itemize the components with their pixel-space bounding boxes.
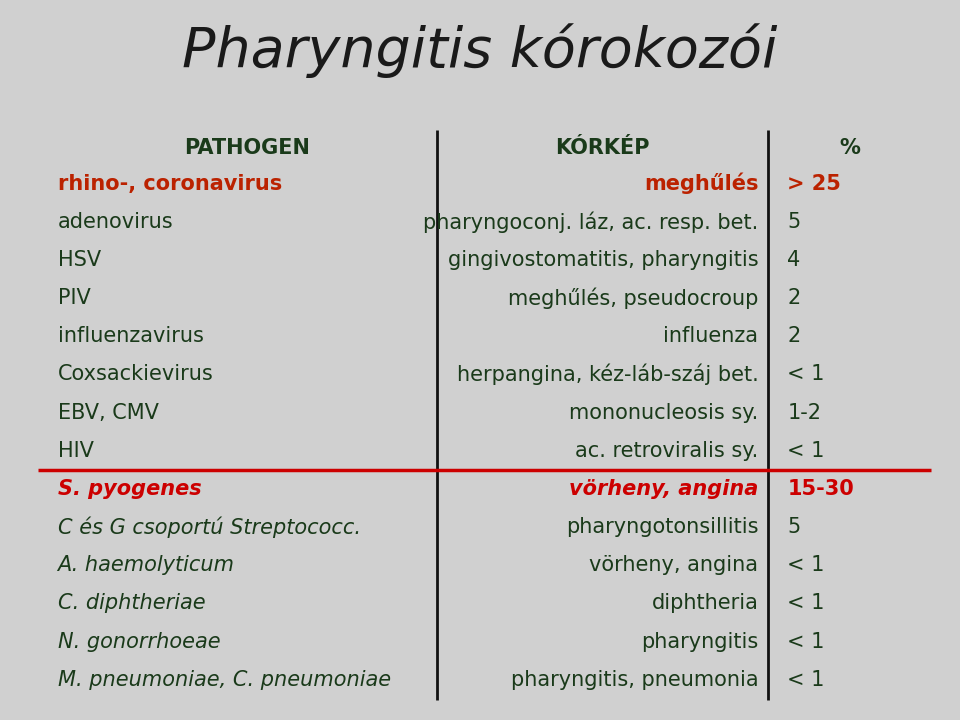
- Text: 15-30: 15-30: [787, 479, 854, 499]
- Text: HIV: HIV: [58, 441, 93, 461]
- Text: %: %: [839, 138, 860, 158]
- Text: < 1: < 1: [787, 555, 825, 575]
- Text: M. pneumoniae, C. pneumoniae: M. pneumoniae, C. pneumoniae: [58, 670, 391, 690]
- Text: N. gonorrhoeae: N. gonorrhoeae: [58, 631, 220, 652]
- Text: A. haemolyticum: A. haemolyticum: [58, 555, 234, 575]
- Text: < 1: < 1: [787, 670, 825, 690]
- Text: 2: 2: [787, 326, 801, 346]
- Text: 1-2: 1-2: [787, 402, 821, 423]
- Text: EBV, CMV: EBV, CMV: [58, 402, 158, 423]
- Text: mononucleosis sy.: mononucleosis sy.: [569, 402, 758, 423]
- Text: KÓRKÉP: KÓRKÉP: [555, 138, 650, 158]
- Text: C és G csoportú Streptococc.: C és G csoportú Streptococc.: [58, 516, 361, 538]
- Text: adenovirus: adenovirus: [58, 212, 173, 232]
- Text: meghűlés: meghűlés: [644, 173, 758, 194]
- Text: 5: 5: [787, 517, 801, 537]
- Text: influenza: influenza: [663, 326, 758, 346]
- Text: Coxsackievirus: Coxsackievirus: [58, 364, 213, 384]
- Text: pharyngotonsillitis: pharyngotonsillitis: [565, 517, 758, 537]
- Text: < 1: < 1: [787, 364, 825, 384]
- Text: < 1: < 1: [787, 441, 825, 461]
- Text: < 1: < 1: [787, 631, 825, 652]
- Text: S. pyogenes: S. pyogenes: [58, 479, 202, 499]
- Text: vörheny, angina: vörheny, angina: [589, 555, 758, 575]
- Text: pharyngoconj. láz, ac. resp. bet.: pharyngoconj. láz, ac. resp. bet.: [423, 211, 758, 233]
- Text: 4: 4: [787, 250, 801, 270]
- Text: < 1: < 1: [787, 593, 825, 613]
- Text: pharyngitis: pharyngitis: [641, 631, 758, 652]
- Text: gingivostomatitis, pharyngitis: gingivostomatitis, pharyngitis: [447, 250, 758, 270]
- Text: > 25: > 25: [787, 174, 841, 194]
- Text: rhino-, coronavirus: rhino-, coronavirus: [58, 174, 282, 194]
- Text: HSV: HSV: [58, 250, 101, 270]
- Text: PIV: PIV: [58, 288, 90, 308]
- Text: meghűlés, pseudocroup: meghűlés, pseudocroup: [508, 287, 758, 309]
- Text: vörheny, angina: vörheny, angina: [569, 479, 758, 499]
- Text: C. diphtheriae: C. diphtheriae: [58, 593, 205, 613]
- Text: influenzavirus: influenzavirus: [58, 326, 204, 346]
- Text: herpangina, kéz-láb-száj bet.: herpangina, kéz-láb-száj bet.: [457, 364, 758, 385]
- Text: Pharyngitis kórokozói: Pharyngitis kórokozói: [182, 23, 778, 78]
- Text: pharyngitis, pneumonia: pharyngitis, pneumonia: [511, 670, 758, 690]
- Text: diphtheria: diphtheria: [652, 593, 758, 613]
- Text: 2: 2: [787, 288, 801, 308]
- Text: PATHOGEN: PATHOGEN: [184, 138, 310, 158]
- Text: 5: 5: [787, 212, 801, 232]
- Text: ac. retroviralis sy.: ac. retroviralis sy.: [575, 441, 758, 461]
